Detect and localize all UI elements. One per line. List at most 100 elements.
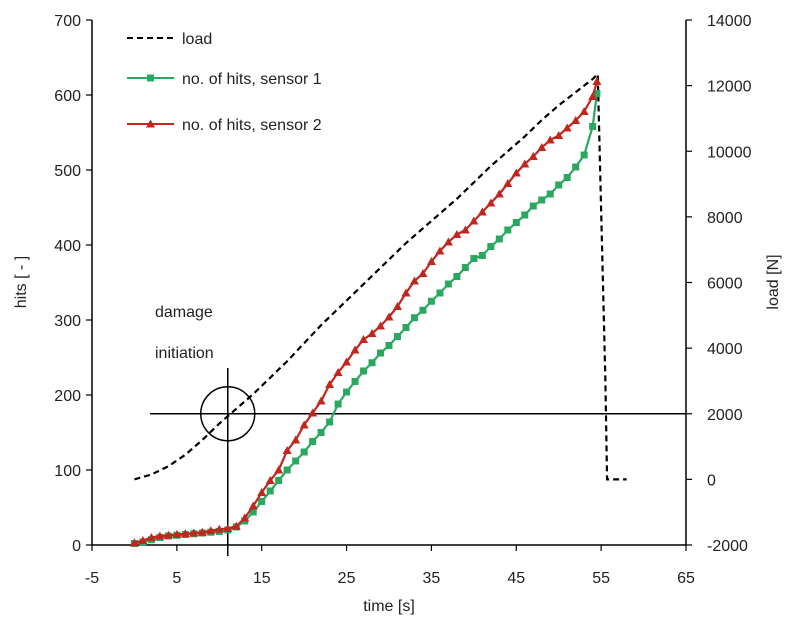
- legend-marker-sensor2: [146, 119, 155, 128]
- data-point-sensor2: [214, 524, 224, 533]
- data-point-sensor2: [282, 446, 292, 454]
- y2-tick-label: 6000: [707, 276, 743, 293]
- data-point-sensor2: [180, 529, 190, 538]
- data-point-sensor2: [146, 533, 156, 541]
- legend-label-sensor1: no. of hits, sensor 1: [182, 71, 322, 88]
- series-sensor2: [129, 77, 602, 547]
- y2-tick-label: 2000: [707, 407, 743, 424]
- x-tick-label: 65: [677, 570, 695, 587]
- x-tick-label: 55: [592, 570, 610, 587]
- y-tick-label: 500: [54, 163, 81, 180]
- data-point-sensor1: [283, 466, 291, 474]
- data-point-sensor1: [368, 359, 376, 367]
- y2-tick-label: 12000: [707, 79, 752, 96]
- y2-tick-label: 14000: [707, 13, 752, 30]
- y2-tick-label: 0: [707, 472, 716, 489]
- data-point-sensor2: [359, 335, 369, 343]
- data-point-sensor1: [275, 477, 283, 484]
- legend-item-load: load: [127, 31, 212, 48]
- legend-label-sensor2: no. of hits, sensor 2: [182, 117, 322, 134]
- legend-label-load: load: [182, 31, 212, 48]
- series-load: [134, 71, 627, 481]
- data-point-sensor2: [520, 159, 530, 168]
- data-point-sensor2: [435, 246, 445, 255]
- data-point-sensor2: [443, 237, 453, 246]
- legend-item-sensor2: no. of hits, sensor 2: [127, 117, 322, 134]
- data-point-sensor2: [291, 435, 301, 444]
- data-point-sensor1: [402, 324, 410, 331]
- data-point-sensor2: [189, 528, 199, 537]
- data-point-sensor2: [511, 168, 521, 177]
- x-tick-label: 45: [507, 570, 525, 587]
- data-point-sensor1: [343, 388, 351, 396]
- data-point-sensor1: [478, 252, 486, 259]
- data-point-sensor2: [392, 302, 402, 310]
- data-point-sensor1: [504, 226, 512, 234]
- data-point-sensor2: [528, 152, 538, 160]
- x-axis-title: time [s]: [363, 598, 415, 615]
- y2-tick-label: -2000: [707, 538, 748, 555]
- data-point-sensor2: [316, 396, 326, 405]
- data-point-sensor1: [546, 190, 554, 198]
- data-point-sensor2: [545, 135, 555, 144]
- x-tick-label: 5: [172, 570, 181, 587]
- data-point-sensor1: [521, 211, 529, 219]
- damage-initiation-circle: [200, 386, 256, 442]
- legend-item-sensor1: no. of hits, sensor 1: [127, 71, 322, 88]
- data-point-sensor2: [384, 312, 394, 321]
- y2-tick-label: 10000: [707, 144, 752, 161]
- data-point-sensor1: [419, 306, 427, 314]
- data-point-sensor2: [163, 530, 173, 539]
- y-tick-label: 600: [54, 88, 81, 105]
- data-point-sensor1: [436, 289, 444, 297]
- data-point-sensor2: [571, 116, 581, 124]
- annotation-label-line2: initiation: [155, 345, 214, 362]
- data-point-sensor1: [555, 181, 563, 189]
- y-tick-label: 300: [54, 313, 81, 330]
- data-point-sensor1: [334, 400, 342, 408]
- y-tick-label: 200: [54, 388, 81, 405]
- damage-initiation-annotation: damage initiation: [150, 304, 686, 556]
- data-point-sensor2: [376, 321, 386, 330]
- x-tick-label: 15: [253, 570, 271, 587]
- data-point-sensor1: [393, 333, 401, 340]
- annotation-label-line1: damage: [155, 304, 213, 321]
- data-point-sensor2: [138, 536, 148, 544]
- data-point-sensor2: [299, 420, 309, 429]
- data-point-sensor1: [580, 151, 588, 159]
- data-point-sensor2: [588, 92, 598, 100]
- ticks: -5 5 15 25 35 45 55 65 0 100 200 300 400 500 600 700 -20…: [54, 13, 751, 587]
- series-load-line: [134, 71, 627, 481]
- data-point-sensor1: [326, 418, 334, 426]
- data-point-sensor1: [385, 342, 393, 349]
- data-point-sensor2: [350, 345, 360, 354]
- data-point-sensor1: [572, 163, 580, 171]
- data-point-sensor2: [223, 524, 233, 532]
- data-point-sensor2: [367, 329, 377, 337]
- data-point-sensor1: [563, 174, 571, 181]
- data-point-sensor2: [172, 530, 182, 538]
- data-point-sensor2: [240, 513, 250, 522]
- series-layer: [129, 71, 627, 547]
- y-tick-label: 100: [54, 463, 81, 480]
- data-point-sensor2: [155, 531, 165, 540]
- data-point-sensor2: [274, 465, 284, 474]
- data-point-sensor2: [401, 288, 411, 297]
- data-point-sensor1: [453, 273, 461, 280]
- data-point-sensor2: [231, 521, 241, 530]
- data-point-sensor1: [461, 264, 469, 271]
- data-point-sensor2: [452, 230, 462, 238]
- y2-tick-label: 4000: [707, 341, 743, 358]
- data-point-sensor1: [470, 255, 478, 262]
- data-point-sensor1: [292, 457, 300, 465]
- y-tick-label: 700: [54, 13, 81, 30]
- data-point-sensor2: [333, 368, 343, 376]
- x-tick-label: -5: [85, 570, 99, 587]
- data-point-sensor2: [342, 357, 352, 366]
- data-point-sensor1: [444, 280, 452, 288]
- data-point-sensor2: [248, 501, 258, 510]
- data-point-sensor2: [579, 107, 589, 115]
- data-point-sensor2: [477, 207, 487, 216]
- data-point-sensor2: [129, 538, 139, 547]
